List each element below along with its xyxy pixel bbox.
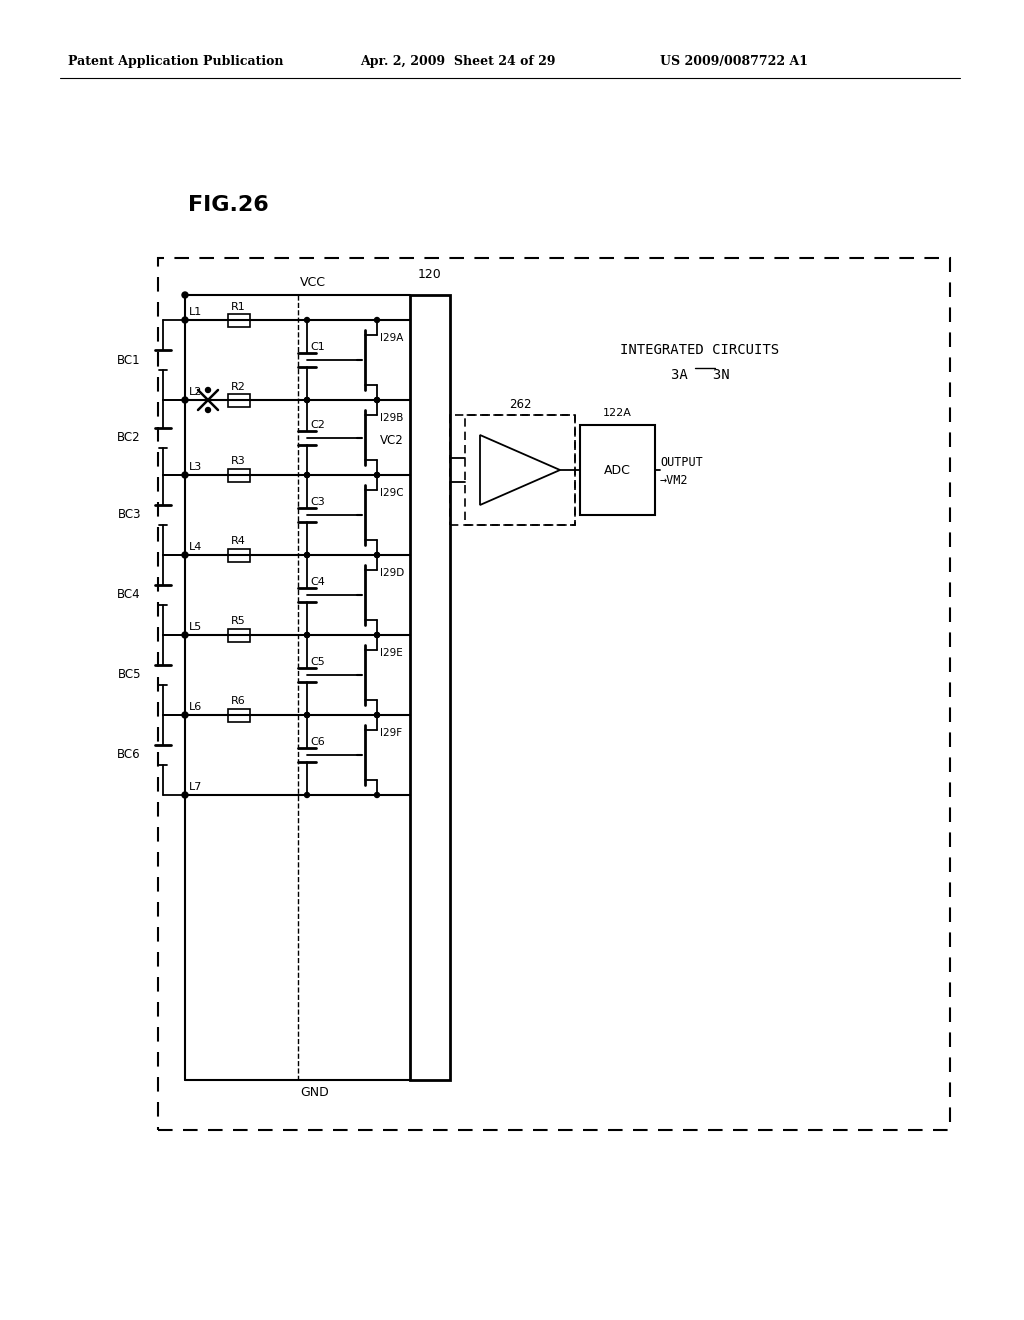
Circle shape — [375, 473, 380, 478]
Circle shape — [304, 473, 309, 478]
Text: BC4: BC4 — [118, 589, 141, 602]
Text: C2: C2 — [310, 420, 325, 429]
Circle shape — [182, 552, 188, 558]
Bar — [228, 628, 250, 642]
Text: VCC: VCC — [300, 276, 326, 289]
Text: FIG.26: FIG.26 — [188, 195, 268, 215]
Circle shape — [375, 713, 380, 718]
Text: 262: 262 — [509, 399, 531, 412]
Text: I29C: I29C — [380, 488, 403, 498]
Text: 122A: 122A — [603, 408, 632, 418]
Text: L1: L1 — [189, 308, 203, 317]
Circle shape — [182, 473, 188, 478]
Text: C5: C5 — [310, 657, 325, 667]
Text: L7: L7 — [189, 781, 203, 792]
Circle shape — [375, 553, 380, 557]
Circle shape — [375, 632, 380, 638]
Text: L4: L4 — [189, 543, 203, 552]
Circle shape — [304, 553, 309, 557]
Circle shape — [206, 388, 211, 392]
Text: L3: L3 — [189, 462, 203, 473]
Text: I29A: I29A — [380, 333, 403, 343]
Bar — [580, 425, 655, 515]
Text: R2: R2 — [231, 381, 246, 392]
Text: VC2: VC2 — [380, 433, 403, 446]
Text: 3A   3N: 3A 3N — [671, 368, 729, 381]
Text: R1: R1 — [231, 301, 246, 312]
Bar — [450, 414, 575, 525]
Circle shape — [375, 713, 380, 718]
Text: I29E: I29E — [380, 648, 402, 657]
Circle shape — [304, 397, 309, 403]
Circle shape — [182, 632, 188, 638]
Text: C1: C1 — [310, 342, 325, 352]
Text: Apr. 2, 2009  Sheet 24 of 29: Apr. 2, 2009 Sheet 24 of 29 — [360, 55, 555, 69]
Circle shape — [304, 713, 309, 718]
Text: L5: L5 — [189, 622, 203, 632]
Text: R3: R3 — [231, 457, 246, 466]
Bar — [228, 393, 250, 407]
Bar — [465, 414, 575, 525]
Circle shape — [182, 292, 188, 298]
Circle shape — [304, 632, 309, 638]
Circle shape — [182, 317, 188, 323]
Circle shape — [182, 711, 188, 718]
Circle shape — [304, 553, 309, 557]
Text: C6: C6 — [310, 737, 325, 747]
Bar — [410, 294, 450, 1080]
Circle shape — [304, 792, 309, 797]
Text: I29B: I29B — [380, 413, 403, 422]
Text: GND: GND — [300, 1085, 329, 1098]
Text: OUTPUT: OUTPUT — [660, 455, 702, 469]
Circle shape — [304, 632, 309, 638]
Bar — [158, 257, 950, 1130]
Text: C3: C3 — [310, 498, 325, 507]
Circle shape — [182, 397, 188, 403]
Text: ADC: ADC — [604, 463, 631, 477]
Text: BC3: BC3 — [118, 508, 141, 521]
Text: R6: R6 — [231, 697, 246, 706]
Circle shape — [304, 397, 309, 403]
Circle shape — [304, 473, 309, 478]
Text: C4: C4 — [310, 577, 325, 587]
Circle shape — [375, 318, 380, 322]
Circle shape — [375, 792, 380, 797]
Text: BC6: BC6 — [118, 748, 141, 762]
Text: 120: 120 — [418, 268, 442, 281]
Text: BC2: BC2 — [118, 432, 141, 444]
Text: INTEGRATED CIRCUITS: INTEGRATED CIRCUITS — [621, 343, 779, 356]
Text: BC1: BC1 — [118, 354, 141, 367]
Circle shape — [182, 792, 188, 799]
Bar — [228, 709, 250, 722]
Text: R4: R4 — [231, 536, 246, 546]
Circle shape — [375, 397, 380, 403]
Text: BC5: BC5 — [118, 668, 141, 681]
Circle shape — [375, 553, 380, 557]
Circle shape — [206, 408, 211, 412]
Text: Patent Application Publication: Patent Application Publication — [68, 55, 284, 69]
Text: R5: R5 — [231, 616, 246, 627]
Bar — [228, 469, 250, 482]
Circle shape — [375, 397, 380, 403]
Text: US 2009/0087722 A1: US 2009/0087722 A1 — [660, 55, 808, 69]
Bar — [228, 549, 250, 561]
Circle shape — [375, 632, 380, 638]
Circle shape — [375, 473, 380, 478]
Bar — [228, 314, 250, 326]
Circle shape — [304, 713, 309, 718]
Text: I29F: I29F — [380, 729, 402, 738]
Text: I29D: I29D — [380, 568, 404, 578]
Text: L2: L2 — [189, 387, 203, 397]
Circle shape — [304, 318, 309, 322]
Text: L6: L6 — [189, 702, 203, 711]
Text: →VM2: →VM2 — [660, 474, 688, 487]
